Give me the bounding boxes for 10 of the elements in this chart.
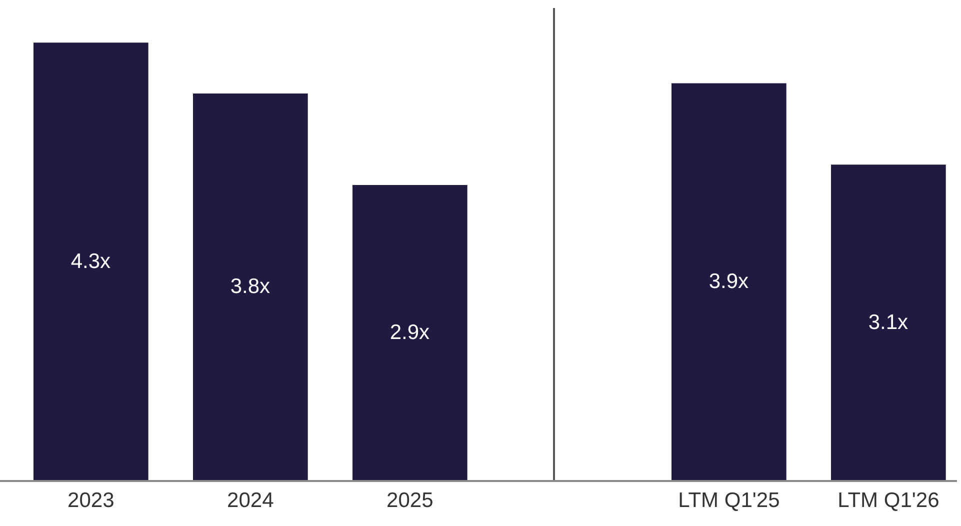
x-tick-label: 2024	[227, 489, 274, 512]
data-label: 2.9x	[390, 321, 430, 344]
x-tick-label: 2025	[386, 489, 434, 512]
x-tick-label: LTM Q1'26	[838, 489, 940, 512]
x-tick-label: 2023	[68, 489, 114, 512]
data-label: 3.8x	[230, 275, 271, 298]
data-label: 3.9x	[708, 270, 750, 294]
data-label: 3.1x	[868, 310, 909, 334]
data-label: 4.3x	[70, 250, 112, 273]
x-tick-label: LTM Q1'25	[678, 489, 780, 512]
